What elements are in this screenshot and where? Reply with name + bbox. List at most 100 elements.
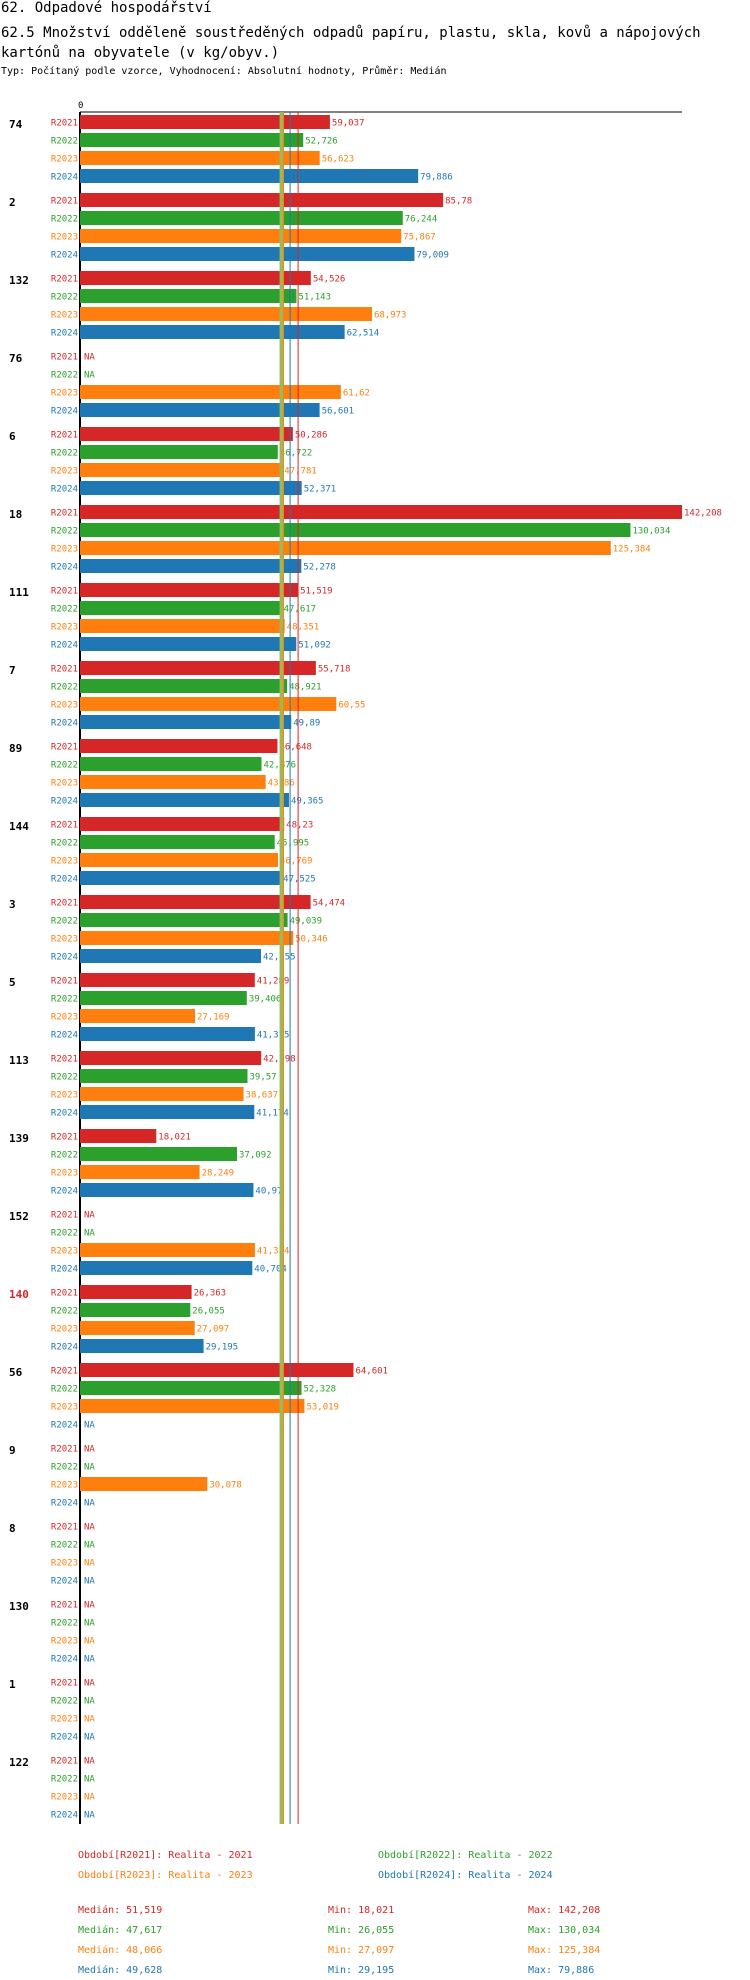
data-label: 85,78	[445, 197, 472, 207]
series-label: R2022	[51, 137, 78, 147]
series-label: R2024	[51, 1499, 78, 1509]
na-label: NA	[84, 1775, 95, 1785]
series-label: R2021	[51, 899, 78, 909]
data-label: 130,034	[632, 527, 670, 537]
series-label: R2021	[51, 1289, 78, 1299]
chart-title: 62.5 Množství odděleně soustředěných odp…	[1, 25, 701, 61]
bar	[80, 913, 288, 927]
data-label: 39,57	[250, 1073, 277, 1083]
series-label: R2024	[51, 407, 78, 417]
group-label: 152	[9, 1210, 29, 1223]
series-label: R2023	[51, 155, 78, 165]
data-label: 76,244	[405, 215, 438, 225]
data-label: 46,769	[280, 857, 313, 867]
series-label: R2023	[51, 1013, 78, 1023]
series-label: R2023	[51, 1247, 78, 1257]
series-label: R2022	[51, 215, 78, 225]
data-label: 48,23	[286, 821, 313, 831]
group-label: 18	[9, 508, 22, 521]
bar	[80, 991, 247, 1005]
series-label: R2022	[51, 839, 78, 849]
na-label: NA	[84, 1601, 95, 1611]
group-label: 122	[9, 1756, 29, 1769]
na-label: NA	[84, 1679, 95, 1689]
series-label: R2024	[51, 1109, 78, 1119]
series-label: R2021	[51, 1211, 78, 1221]
stat-median-r2022: Medián: 47,617	[78, 1925, 163, 1936]
data-label: 51,519	[300, 587, 333, 597]
bar	[80, 871, 282, 885]
group-label: 6	[9, 430, 16, 443]
series-label: R2023	[51, 389, 78, 399]
na-label: NA	[84, 1757, 95, 1767]
series-label: R2024	[51, 329, 78, 339]
stat-median-r2024: Medián: 49,628	[78, 1965, 163, 1976]
series-label: R2022	[51, 683, 78, 693]
group-label: 89	[9, 742, 22, 755]
bar	[80, 583, 299, 597]
series-label: R2021	[51, 977, 78, 987]
group-label: 5	[9, 976, 16, 989]
data-label: 47,525	[283, 875, 316, 885]
series-label: R2024	[51, 251, 78, 261]
bar	[80, 481, 302, 495]
series-label: R2021	[51, 431, 78, 441]
data-label: 142,208	[684, 509, 722, 519]
data-label: 64,601	[355, 1367, 388, 1377]
series-label: R2023	[51, 545, 78, 555]
bar	[80, 1147, 238, 1161]
group-label: 76	[9, 352, 23, 365]
series-label: R2021	[51, 1679, 78, 1689]
data-label: 59,037	[332, 119, 365, 129]
data-label: 28,249	[202, 1169, 235, 1179]
series-label: R2023	[51, 857, 78, 867]
legend-period-r2022: Období[R2022]: Realita - 2022	[378, 1850, 553, 1861]
data-label: 18,021	[158, 1133, 191, 1143]
na-label: NA	[84, 1811, 95, 1821]
bar	[80, 1339, 204, 1353]
na-label: NA	[84, 1619, 95, 1629]
series-label: R2021	[51, 743, 78, 753]
data-label: 56,623	[322, 155, 355, 165]
bar	[80, 1027, 255, 1041]
series-label: R2021	[51, 665, 78, 675]
series-label: R2024	[51, 1655, 78, 1665]
series-label: R2021	[51, 1757, 78, 1767]
bar	[80, 289, 297, 303]
na-label: NA	[84, 1793, 95, 1803]
bar	[80, 661, 316, 675]
data-label: 46,722	[280, 449, 313, 459]
data-label: 49,89	[293, 719, 320, 729]
bar	[80, 619, 285, 633]
bar	[80, 1381, 302, 1395]
stat-min-r2022: Min: 26,055	[328, 1925, 395, 1936]
stat-min-r2023: Min: 27,097	[328, 1945, 395, 1956]
bar	[80, 817, 285, 831]
data-label: 41,324	[257, 1247, 290, 1257]
series-label: R2023	[51, 1793, 78, 1803]
series-label: R2023	[51, 1637, 78, 1647]
series-label: R2023	[51, 311, 78, 321]
data-label: 51,143	[299, 293, 332, 303]
group-label: 7	[9, 664, 16, 677]
bar	[80, 853, 278, 867]
data-label: 47,617	[284, 605, 317, 615]
series-label: R2024	[51, 1265, 78, 1275]
data-label: 41,174	[256, 1109, 289, 1119]
bar	[80, 541, 611, 555]
series-label: R2022	[51, 1463, 78, 1473]
stat-max-r2021: Max: 142,208	[528, 1905, 601, 1916]
bar	[80, 601, 282, 615]
series-label: R2021	[51, 1367, 78, 1377]
data-label: 79,886	[420, 173, 453, 183]
series-label: R2024	[51, 1733, 78, 1743]
series-label: R2021	[51, 1133, 78, 1143]
series-label: R2022	[51, 1073, 78, 1083]
na-label: NA	[84, 1559, 95, 1569]
na-label: NA	[84, 1463, 95, 1473]
data-label: 42,798	[263, 1055, 296, 1065]
axis-zero-label: 0	[78, 101, 83, 111]
data-label: 49,039	[290, 917, 323, 927]
series-label: R2023	[51, 701, 78, 711]
bar	[80, 697, 337, 711]
